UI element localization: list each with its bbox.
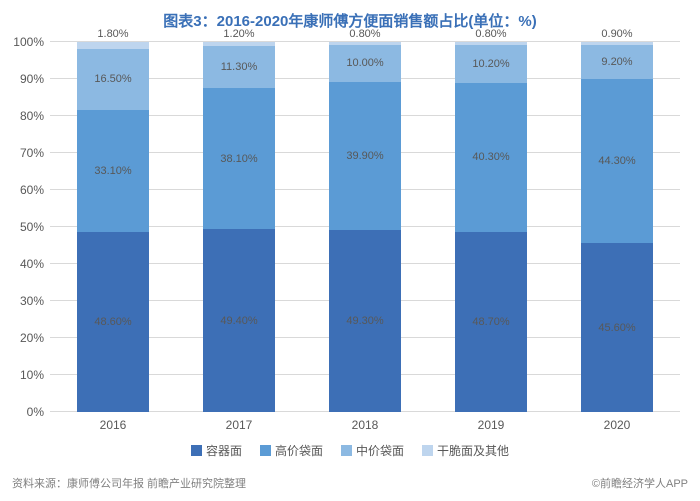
y-tick-label: 50% bbox=[8, 220, 44, 234]
legend: 容器面 高价袋面 中价袋面 干脆面及其他 bbox=[0, 442, 700, 459]
legend-label: 高价袋面 bbox=[275, 442, 323, 459]
y-tick-label: 90% bbox=[8, 72, 44, 86]
legend-item: 干脆面及其他 bbox=[422, 442, 509, 459]
y-tick-label: 30% bbox=[8, 294, 44, 308]
legend-swatch bbox=[422, 445, 433, 456]
value-label: 0.80% bbox=[329, 28, 401, 40]
legend-item: 容器面 bbox=[191, 442, 242, 459]
bar-column: 48.60%33.10%16.50%1.80%2016 bbox=[77, 42, 149, 412]
bar-column: 45.60%44.30%9.20%0.90%2020 bbox=[581, 42, 653, 412]
x-tick-label: 2017 bbox=[203, 418, 275, 432]
y-tick-label: 100% bbox=[8, 35, 44, 49]
bar-segment: 45.60% bbox=[581, 243, 653, 412]
value-label: 11.30% bbox=[203, 61, 275, 73]
legend-label: 容器面 bbox=[206, 442, 242, 459]
value-label: 45.60% bbox=[581, 322, 653, 334]
bar-column: 48.70%40.30%10.20%0.80%2019 bbox=[455, 42, 527, 412]
bar-column: 49.40%38.10%11.30%1.20%2017 bbox=[203, 42, 275, 412]
legend-label: 中价袋面 bbox=[356, 442, 404, 459]
value-label: 48.70% bbox=[455, 316, 527, 328]
value-label: 48.60% bbox=[77, 316, 149, 328]
value-label: 0.90% bbox=[581, 28, 653, 40]
y-tick-label: 40% bbox=[8, 257, 44, 271]
chart-title: 图表3：2016-2020年康师傅方便面销售额占比(单位：%) bbox=[0, 0, 700, 31]
value-label: 38.10% bbox=[203, 153, 275, 165]
legend-swatch bbox=[191, 445, 202, 456]
bar-segment: 33.10% bbox=[77, 110, 149, 232]
value-label: 33.10% bbox=[77, 165, 149, 177]
y-tick-label: 60% bbox=[8, 183, 44, 197]
bar-segment: 38.10% bbox=[203, 88, 275, 229]
value-label: 39.90% bbox=[329, 150, 401, 162]
value-label: 49.40% bbox=[203, 315, 275, 327]
legend-swatch bbox=[341, 445, 352, 456]
plot-area: 0%10%20%30%40%50%60%70%80%90%100%48.60%3… bbox=[50, 42, 680, 412]
bar-segment: 9.20% bbox=[581, 45, 653, 79]
bar-segment: 48.60% bbox=[77, 232, 149, 412]
bar-segment: 11.30% bbox=[203, 46, 275, 88]
bar-segment: 1.20% bbox=[203, 42, 275, 46]
value-label: 10.00% bbox=[329, 57, 401, 69]
x-tick-label: 2018 bbox=[329, 418, 401, 432]
value-label: 1.80% bbox=[77, 28, 149, 40]
value-label: 9.20% bbox=[581, 56, 653, 68]
bar-segment: 40.30% bbox=[455, 83, 527, 232]
bar-segment: 16.50% bbox=[77, 49, 149, 110]
value-label: 44.30% bbox=[581, 155, 653, 167]
value-label: 40.30% bbox=[455, 151, 527, 163]
legend-item: 中价袋面 bbox=[341, 442, 404, 459]
bar-segment: 44.30% bbox=[581, 79, 653, 243]
bar-segment: 1.80% bbox=[77, 42, 149, 49]
bar-segment: 0.90% bbox=[581, 42, 653, 45]
y-tick-label: 80% bbox=[8, 109, 44, 123]
x-tick-label: 2020 bbox=[581, 418, 653, 432]
y-tick-label: 70% bbox=[8, 146, 44, 160]
bar-segment: 39.90% bbox=[329, 82, 401, 230]
x-tick-label: 2016 bbox=[77, 418, 149, 432]
y-tick-label: 0% bbox=[8, 405, 44, 419]
value-label: 1.20% bbox=[203, 28, 275, 40]
bar-segment: 48.70% bbox=[455, 232, 527, 412]
bars-row: 48.60%33.10%16.50%1.80%201649.40%38.10%1… bbox=[50, 42, 680, 412]
x-tick-label: 2019 bbox=[455, 418, 527, 432]
source-text: 资料来源：康师傅公司年报 前瞻产业研究院整理 bbox=[12, 475, 246, 491]
bar-segment: 49.40% bbox=[203, 229, 275, 412]
bar-column: 49.30%39.90%10.00%0.80%2018 bbox=[329, 42, 401, 412]
y-tick-label: 20% bbox=[8, 331, 44, 345]
legend-swatch bbox=[260, 445, 271, 456]
legend-label: 干脆面及其他 bbox=[437, 442, 509, 459]
bar-segment: 0.80% bbox=[455, 42, 527, 45]
value-label: 10.20% bbox=[455, 58, 527, 70]
bar-segment: 10.20% bbox=[455, 45, 527, 83]
brand-text: ©前瞻经济学人APP bbox=[592, 475, 688, 491]
bar-segment: 10.00% bbox=[329, 45, 401, 82]
value-label: 49.30% bbox=[329, 315, 401, 327]
value-label: 0.80% bbox=[455, 28, 527, 40]
value-label: 16.50% bbox=[77, 73, 149, 85]
bar-segment: 49.30% bbox=[329, 230, 401, 412]
bar-segment: 0.80% bbox=[329, 42, 401, 45]
footer: 资料来源：康师傅公司年报 前瞻产业研究院整理 ©前瞻经济学人APP bbox=[12, 475, 688, 491]
legend-item: 高价袋面 bbox=[260, 442, 323, 459]
y-tick-label: 10% bbox=[8, 368, 44, 382]
